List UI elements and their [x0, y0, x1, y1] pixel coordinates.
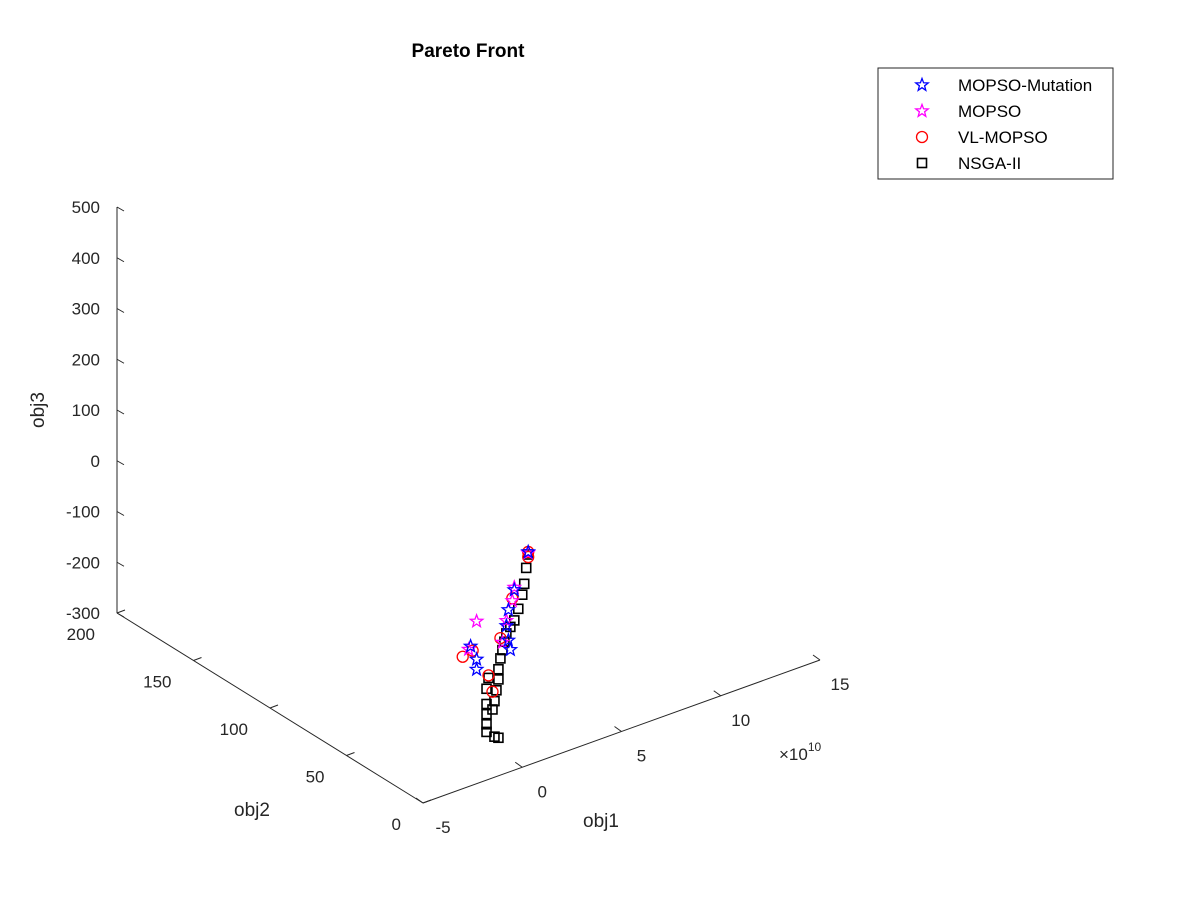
x-exponent-base: ×10	[779, 745, 808, 764]
data-point	[522, 550, 535, 564]
z-tick-label: -300	[66, 604, 100, 623]
z-tick-label: 300	[72, 300, 100, 319]
x-exponent-power: 10	[808, 740, 822, 754]
data-point	[493, 732, 504, 744]
x-tick-label: -5	[435, 818, 450, 837]
legend-marker	[915, 130, 929, 144]
z-tick-label: 0	[91, 452, 100, 471]
data-point	[493, 674, 504, 685]
data-point	[482, 669, 495, 682]
y-tick-mark	[422, 799, 432, 804]
series-mopso-mutation	[462, 543, 537, 677]
z-tick-mark	[116, 561, 125, 567]
y-tick-mark	[269, 704, 279, 709]
data-point	[520, 562, 532, 574]
x-axis-exponent-label: ×1010	[779, 740, 822, 764]
x-tick-mark	[614, 726, 622, 732]
y-tick-label: 0	[392, 815, 401, 834]
y-tick-label: 200	[67, 625, 95, 644]
data-point	[481, 683, 492, 695]
legend-marker	[914, 76, 930, 92]
data-point	[506, 581, 523, 597]
data-point	[481, 708, 492, 720]
legend-label: NSGA-II	[958, 154, 1021, 173]
y-tick-label: 50	[306, 768, 325, 787]
z-tick-mark	[116, 612, 125, 618]
chart-title: Pareto Front	[412, 41, 526, 62]
data-point	[520, 543, 537, 559]
y-tick-mark	[116, 609, 126, 614]
z-tick-label: 400	[72, 249, 100, 268]
data-point	[468, 661, 485, 677]
z-tick-label: -200	[66, 553, 100, 572]
data-point	[518, 578, 530, 590]
z-tick-label: 500	[72, 198, 100, 217]
x-axis-ticks: -5 0 5 10 15	[415, 654, 850, 837]
z-tick-mark	[116, 308, 125, 313]
data-point	[493, 663, 504, 675]
data-point	[481, 698, 492, 710]
data-point	[494, 634, 511, 650]
data-point	[468, 612, 485, 629]
x-tick-label: 10	[731, 711, 750, 730]
z-tick-label: -100	[66, 503, 100, 522]
data-point	[456, 650, 469, 663]
x-tick-label: 15	[831, 675, 850, 694]
x-tick-label: 0	[538, 782, 547, 801]
y-axis-ticks: 0 50 100 150 200	[67, 609, 432, 834]
y-tick-mark	[193, 657, 202, 661]
z-axis-label: obj3	[28, 392, 49, 428]
data-point	[506, 579, 523, 595]
data-point	[500, 631, 517, 648]
data-point	[502, 641, 519, 657]
z-axis-ticks: -300 -200 -100 0 100 200 300 400 500	[66, 198, 125, 623]
z-tick-mark	[116, 206, 125, 212]
x-tick-mark	[812, 654, 821, 661]
z-tick-label: 200	[72, 350, 100, 369]
data-point	[498, 612, 515, 628]
y-tick-label: 150	[143, 673, 171, 692]
data-point	[486, 685, 499, 698]
legend-label: VL-MOPSO	[958, 128, 1048, 147]
data-point	[500, 601, 517, 617]
legend-marker	[914, 102, 930, 118]
plot-markers	[456, 543, 537, 744]
x-tick-mark	[713, 690, 722, 697]
x-tick-mark	[514, 761, 523, 768]
z-tick-mark	[116, 257, 125, 263]
data-point	[481, 718, 492, 730]
y-tick-label: 100	[220, 720, 248, 739]
x-tick-mark	[415, 797, 424, 804]
y-tick-mark	[346, 752, 355, 756]
z-tick-mark	[116, 358, 125, 364]
x-tick-label: 5	[637, 747, 646, 766]
data-point	[498, 617, 515, 633]
y-axis-label: obj2	[234, 800, 270, 821]
x-axis-label: obj1	[583, 811, 619, 832]
data-point	[504, 592, 521, 608]
z-tick-mark	[116, 460, 125, 466]
z-tick-mark	[116, 511, 125, 516]
legend-label: MOPSO-Mutation	[958, 76, 1092, 95]
legend-marker	[916, 157, 928, 169]
data-point	[462, 637, 479, 653]
legend: MOPSO-Mutation MOPSO VL-MOPSO NSGA-II	[877, 67, 1114, 180]
data-point	[495, 653, 506, 664]
legend-label: MOPSO	[958, 102, 1021, 121]
z-tick-label: 100	[72, 401, 100, 420]
z-tick-mark	[116, 409, 125, 415]
